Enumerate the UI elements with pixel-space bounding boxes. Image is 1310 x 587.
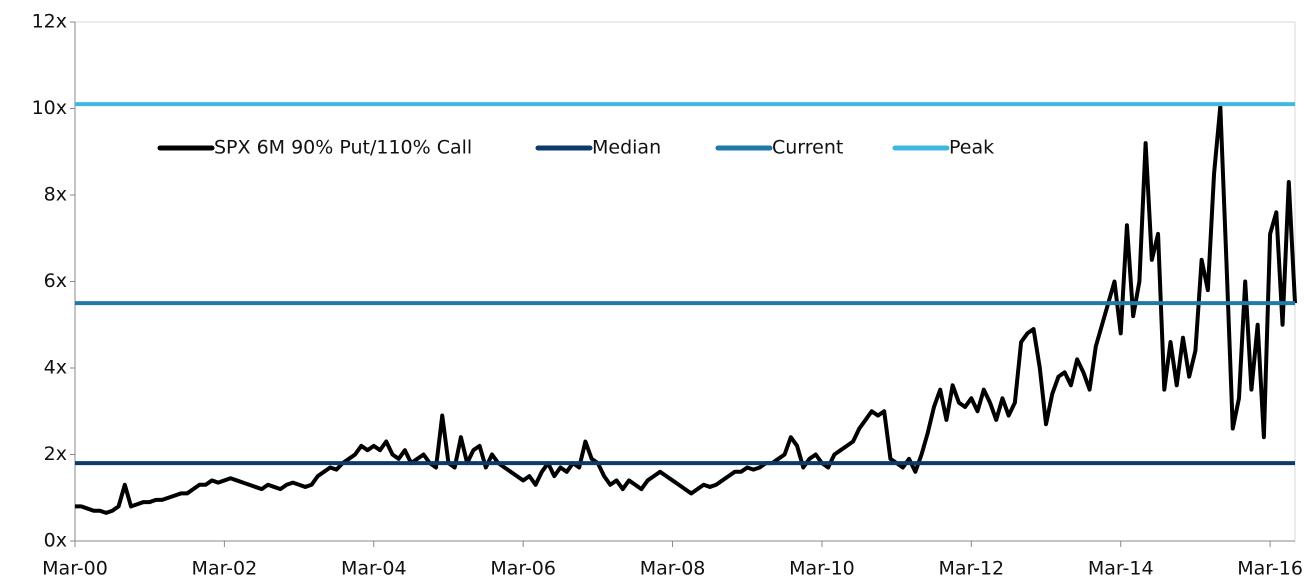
y-tick-label: 4x [44,357,67,379]
x-tick-label: Mar-08 [640,558,706,580]
y-tick-label: 8x [44,184,67,206]
x-tick-label: Mar-02 [192,558,258,580]
y-tick-label: 6x [44,270,67,292]
x-tick-label: Mar-00 [42,558,108,580]
x-tick-label: Mar-16 [1237,558,1303,580]
legend-label: Peak [949,137,994,159]
y-tick-label: 0x [44,530,67,552]
series-line [75,104,1297,515]
legend-label: Current [772,137,843,159]
x-tick-label: Mar-06 [490,558,556,580]
legend-label: Median [592,137,661,159]
x-tick-label: Mar-14 [1088,558,1154,580]
y-tick-label: 12x [32,11,67,33]
y-tick-label: 10x [32,97,67,119]
x-tick-label: Mar-12 [938,558,1004,580]
x-tick-label: Mar-04 [341,558,407,580]
x-tick-label: Mar-10 [789,558,855,580]
legend-label: SPX 6M 90% Put/110% Call [214,137,472,159]
y-tick-label: 2x [44,443,67,465]
